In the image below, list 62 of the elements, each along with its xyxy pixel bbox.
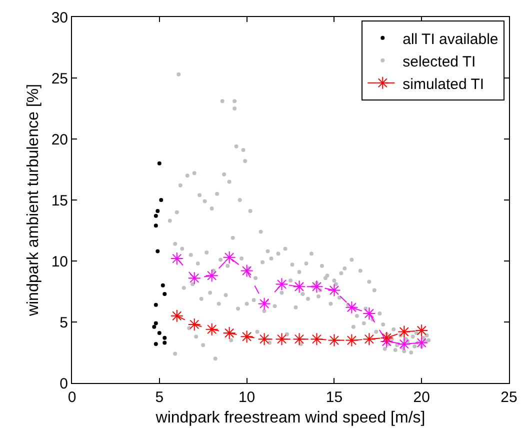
point: [415, 336, 428, 350]
point: [310, 332, 324, 346]
legend-label: all TI available: [402, 30, 498, 48]
point: [162, 336, 167, 340]
point: [258, 297, 271, 310]
y-tick-label: 15: [51, 192, 68, 210]
point: [328, 284, 341, 297]
point: [188, 318, 201, 331]
x-tick-label: 25: [500, 389, 518, 406]
point: [170, 309, 184, 322]
x-tick-label: 20: [413, 389, 430, 406]
x-tick-label: 15: [326, 389, 343, 406]
legend-label: simulated TI: [402, 76, 484, 93]
point: [380, 331, 394, 344]
point: [160, 283, 165, 288]
point: [362, 332, 376, 346]
point: [222, 326, 236, 340]
point: [154, 224, 158, 228]
point: [240, 330, 254, 344]
point: [222, 250, 236, 264]
y-tick-label: 10: [51, 253, 68, 270]
point: [398, 337, 411, 350]
point: [157, 161, 162, 166]
point: [362, 306, 376, 320]
point: [310, 280, 324, 294]
point: [292, 280, 306, 294]
point: [328, 334, 341, 347]
point: [292, 332, 306, 346]
point: [205, 322, 218, 336]
x-tick-label: 5: [155, 389, 164, 406]
point: [152, 324, 156, 329]
point: [157, 330, 162, 335]
point: [188, 272, 201, 285]
y-axis-title: windpark ambient turbulence [%]: [25, 84, 42, 318]
point: [345, 334, 358, 347]
point: [170, 252, 184, 266]
x-axis-title: windpark freestream wind speed [m/s]: [154, 410, 426, 427]
point: [162, 292, 167, 296]
x-tick-label: 10: [238, 389, 256, 406]
point: [154, 214, 158, 218]
point: [154, 321, 158, 326]
point: [398, 325, 411, 338]
point: [415, 324, 428, 338]
y-tick-label: 30: [51, 9, 68, 26]
point: [258, 332, 271, 346]
point: [156, 249, 160, 254]
point: [345, 300, 358, 314]
point: [380, 335, 394, 348]
y-tick-label: 25: [51, 70, 68, 88]
point: [159, 198, 164, 202]
y-tick-label: 20: [51, 131, 68, 148]
y-tick-label: 0: [60, 375, 68, 392]
point: [156, 208, 160, 213]
point: [275, 332, 288, 346]
point: [205, 269, 218, 282]
point: [154, 302, 158, 307]
point: [275, 278, 288, 291]
point: [240, 264, 254, 278]
point: [162, 340, 167, 345]
y-tick-label: 5: [60, 314, 68, 332]
legend-label: selected TI: [402, 53, 476, 70]
point: [154, 342, 158, 346]
